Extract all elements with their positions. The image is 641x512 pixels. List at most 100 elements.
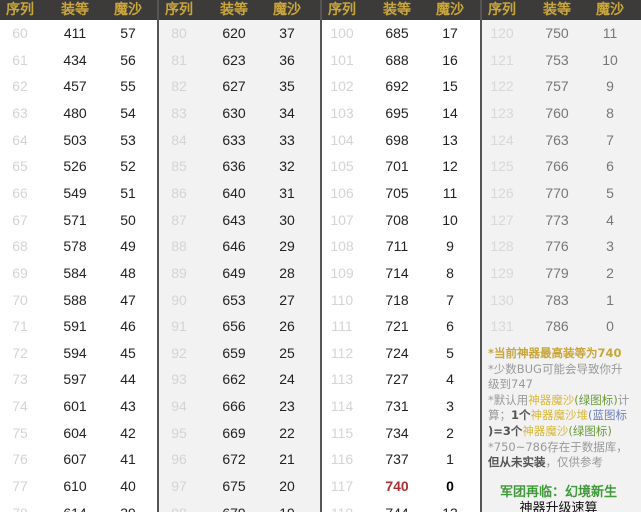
table-group-1: 序列 装等 魔沙 60 411 57 61 434 56 62 457 55 63 480 54 64 503 5… (0, 0, 157, 512)
sand-cell: 54 (120, 104, 136, 121)
sand-cell: 24 (279, 371, 295, 388)
sand-cell: 8 (606, 104, 614, 121)
level-cell: 503 (63, 131, 87, 148)
level-cell: 411 (63, 25, 87, 41)
seq-cell: 69 (12, 264, 28, 281)
column-header: 魔沙 (273, 2, 301, 18)
seq-cell: 123 (490, 104, 514, 121)
sand-cell: 44 (120, 371, 136, 388)
level-cell: 698 (385, 131, 409, 148)
table-group-3: 序列 装等 魔沙 100 685 17 101 688 16 102 692 15 103 695 14 10… (320, 0, 480, 512)
seq-cell: 61 (12, 51, 28, 68)
sand-cell: 12 (442, 158, 458, 175)
table-row: 76 607 41 (0, 446, 157, 473)
sand-cell: 50 (120, 211, 136, 228)
sand-cell: 27 (279, 291, 295, 308)
table-group-2: 序列 装等 魔沙 80 620 37 81 623 36 82 627 35 83 630 34 84 633 3… (157, 0, 320, 512)
table-row: 87 643 30 (159, 207, 320, 234)
table-row: 104 698 13 (322, 127, 480, 154)
seq-cell: 93 (171, 371, 187, 388)
seq-cell: 70 (12, 291, 28, 308)
level-cell: 607 (63, 451, 87, 468)
sand-cell: 41 (120, 451, 136, 468)
seq-cell: 101 (330, 51, 354, 68)
level-cell: 601 (63, 398, 87, 415)
sand-cell: 20 (279, 478, 295, 495)
table-row: 118 744 13 (322, 500, 480, 512)
note-bug-cont: 级到747 (488, 377, 533, 392)
seq-cell: 74 (12, 398, 28, 415)
table-row: 78 614 39 (0, 500, 157, 512)
table-header: 序列 装等 魔沙 (0, 0, 157, 20)
level-cell: 773 (545, 211, 569, 228)
sand-cell: 14 (442, 104, 458, 121)
column-header: 魔沙 (596, 2, 624, 18)
sand-cell: 34 (279, 104, 295, 121)
level-cell: 604 (63, 424, 87, 441)
table-row: 64 503 53 (0, 127, 157, 154)
sand-cell: 16 (442, 51, 458, 68)
note-max-level: *当前神器最高装等为740 (488, 346, 622, 360)
table-row: 62 457 55 (0, 73, 157, 100)
note-unreleased: 但从未实装，仅供参考 (488, 455, 603, 470)
level-cell: 640 (222, 184, 246, 201)
sand-cell: 1 (446, 451, 454, 468)
table-row: 116 737 1 (322, 446, 480, 473)
level-cell: 724 (385, 344, 409, 361)
sand-cell: 6 (446, 318, 454, 335)
table-row: 63 480 54 (0, 100, 157, 127)
seq-cell: 73 (12, 371, 28, 388)
level-cell: 480 (63, 104, 87, 121)
column-header: 魔沙 (114, 2, 142, 18)
sand-cell: 0 (606, 318, 614, 335)
sand-cell: 35 (279, 78, 295, 95)
seq-cell: 81 (171, 51, 187, 68)
column-header: 魔沙 (436, 2, 464, 18)
sand-cell: 30 (279, 211, 295, 228)
seq-cell: 98 (171, 500, 187, 512)
level-cell: 718 (385, 291, 409, 308)
level-cell: 633 (222, 131, 246, 148)
table-row: 95 669 22 (159, 420, 320, 447)
table-row: 67 571 50 (0, 207, 157, 234)
column-header: 装等 (383, 2, 411, 18)
level-cell: 623 (222, 51, 246, 68)
table-row: 107 708 10 (322, 207, 480, 234)
table-row: 81 623 36 (159, 47, 320, 74)
level-cell: 727 (385, 371, 409, 388)
sand-cell: 7 (446, 291, 454, 308)
table-row: 98 679 19 (159, 500, 320, 512)
level-cell: 549 (63, 184, 87, 201)
level-cell: 672 (222, 451, 246, 468)
sand-cell: 25 (279, 344, 295, 361)
sand-cell: 2 (446, 424, 454, 441)
sand-cell: 3 (606, 238, 614, 255)
seq-cell: 117 (330, 478, 354, 495)
level-cell: 685 (385, 25, 409, 41)
table-row: 101 688 16 (322, 47, 480, 74)
level-cell: 734 (385, 424, 409, 441)
seq-cell: 97 (171, 478, 187, 495)
column-header: 序列 (165, 2, 193, 18)
seq-cell: 115 (330, 424, 354, 441)
seq-cell: 78 (12, 500, 28, 512)
level-cell: 750 (545, 25, 569, 41)
level-cell: 457 (63, 78, 87, 95)
column-header: 装等 (61, 2, 89, 18)
table-row: 72 594 45 (0, 340, 157, 367)
sand-cell: 10 (442, 211, 458, 228)
level-cell: 594 (63, 344, 87, 361)
table-row: 131 786 0 (482, 313, 641, 340)
seq-cell: 76 (12, 451, 28, 468)
seq-cell: 126 (490, 184, 514, 201)
seq-cell: 106 (330, 184, 354, 201)
level-cell: 783 (545, 291, 569, 308)
level-cell: 744 (385, 500, 408, 512)
seq-cell: 131 (490, 318, 514, 335)
table-row: 127 773 4 (482, 207, 641, 234)
sand-cell: 26 (279, 318, 295, 335)
seq-cell: 103 (330, 104, 354, 121)
sand-cell: 2 (606, 264, 614, 281)
level-cell: 434 (63, 51, 87, 68)
table-row: 111 721 6 (322, 313, 480, 340)
